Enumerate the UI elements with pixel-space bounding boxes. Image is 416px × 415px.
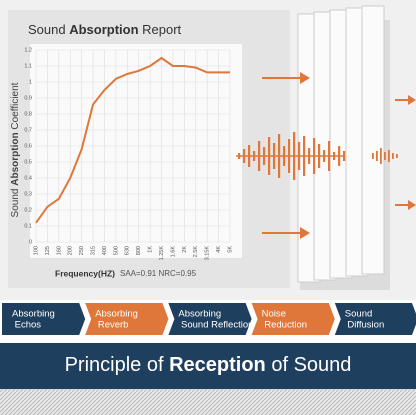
x-tick-label: 315 <box>91 246 97 255</box>
wave-bar <box>288 139 291 173</box>
wave-bar <box>323 150 326 162</box>
step-label: Noise Reduction <box>262 308 307 330</box>
panels <box>297 5 390 290</box>
data-line <box>35 56 230 224</box>
step-label: Absorbing Echos <box>12 308 55 330</box>
x-tick-label: 630 <box>125 246 131 255</box>
y-tick-label: 1.1 <box>24 63 32 69</box>
wave-bar <box>343 151 346 161</box>
wave-bar <box>283 146 286 166</box>
y-tick-label: 1 <box>29 79 32 85</box>
wave-bar <box>338 146 341 166</box>
wave-bar <box>392 153 394 159</box>
x-tick-label: 125 <box>45 246 51 255</box>
wave-bar <box>376 151 378 161</box>
wave-bar <box>384 152 386 160</box>
x-tick-label: 400 <box>102 246 108 255</box>
annotation: SAA=0.91 NRC=0.95 <box>120 269 197 278</box>
y-tick-label: 0.4 <box>24 175 32 181</box>
y-tick-label: 0.7 <box>24 127 32 133</box>
x-tick-label: 160 <box>56 246 62 255</box>
x-tick-label: 2.5K <box>193 246 199 258</box>
wave-bar <box>333 152 336 160</box>
x-tick-label: 200 <box>68 246 74 255</box>
wave-bar <box>308 148 311 164</box>
x-tick-label: 100 <box>33 246 39 255</box>
wave-bar <box>303 136 306 176</box>
y-tick-label: 0.3 <box>24 191 32 197</box>
step-shape <box>85 303 169 335</box>
x-tick-label: 500 <box>113 246 119 255</box>
x-tick-label: 1K <box>148 246 154 253</box>
wave-bar <box>238 153 241 159</box>
wave-bar <box>313 138 316 174</box>
wave-bar <box>258 141 261 171</box>
step-label: Absorbing Sound Reflection <box>178 308 253 330</box>
wave-bar <box>263 147 266 165</box>
footer-pattern <box>0 389 416 415</box>
wave-bar <box>396 154 398 158</box>
y-tick-label: 1.2 <box>24 47 32 53</box>
sound-wave <box>238 132 398 180</box>
chart-title: Sound Absorption Report <box>28 22 182 37</box>
x-tick-label: 250 <box>79 246 85 255</box>
step-label: Sound Diffusion <box>345 308 384 330</box>
step-shape <box>334 303 416 335</box>
x-tick-label: 5K <box>227 246 233 253</box>
y-tick-label: 0.5 <box>24 159 32 165</box>
x-tick-label: 1.25K <box>159 246 165 261</box>
wave-bar <box>278 134 281 178</box>
y-tick-label: 0.6 <box>24 143 32 149</box>
wave-bar <box>372 153 374 159</box>
x-axis-label: Frequency(HZ) <box>55 268 115 278</box>
banner-text: Principle of Reception of Sound <box>65 354 352 376</box>
wave-bar <box>380 148 382 164</box>
wave-bar <box>328 141 331 171</box>
x-tick-label: 1.6K <box>170 246 176 258</box>
x-tick-label: 800 <box>136 246 142 255</box>
banner <box>0 343 416 389</box>
y-tick-label: 0.2 <box>24 207 32 213</box>
wave-bar <box>253 151 256 161</box>
steps: Absorbing Echos Absorbing Reverb Absorbing… <box>2 303 416 335</box>
step-shape <box>168 303 252 335</box>
x-tick-label: 3.15K <box>205 246 211 261</box>
wave-bar <box>268 137 271 175</box>
step-shape <box>251 303 335 335</box>
y-tick-label: 0.9 <box>24 95 32 101</box>
y-tick-label: 0 <box>29 239 32 245</box>
y-tick-label: 0.8 <box>24 111 32 117</box>
wave-bar <box>273 143 276 169</box>
y-axis-label: Sound Absorption Coefficient <box>10 82 21 217</box>
wave-bar <box>388 150 390 162</box>
x-tick-label: 4K <box>216 246 222 253</box>
wave-bar <box>318 144 321 168</box>
step-label: Absorbing Reverb <box>95 308 138 330</box>
wave-bar <box>248 145 251 167</box>
step-shape <box>2 303 86 335</box>
wave-bar <box>293 132 296 180</box>
wave-bar <box>243 149 246 163</box>
plot-area <box>30 44 242 258</box>
x-tick-label: 2K <box>182 246 188 253</box>
y-tick-label: 0.1 <box>24 223 32 229</box>
wave-bar <box>298 142 301 170</box>
